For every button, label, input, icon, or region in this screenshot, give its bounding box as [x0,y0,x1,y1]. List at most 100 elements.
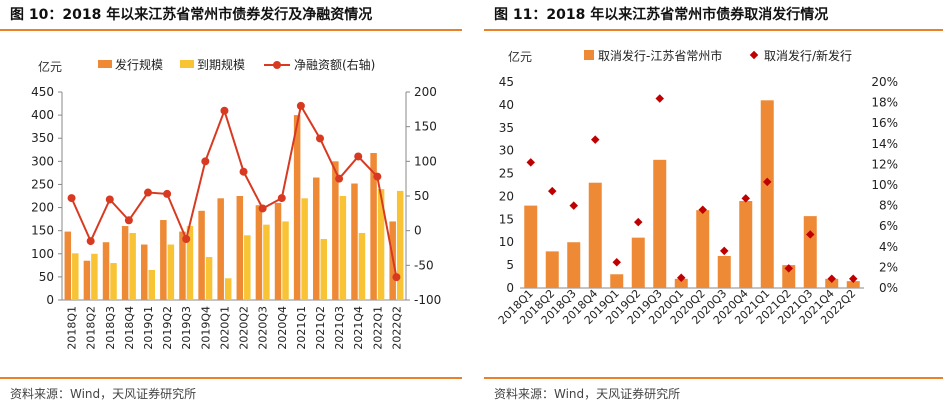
ratio-point [784,264,793,273]
net-financing-point [105,195,114,204]
left-source-note: 资料来源：Wind，天风证券研究所 [10,387,197,401]
bar-issue [293,115,301,300]
y-left-tick-label: 30 [499,144,514,158]
bar-maturity [301,198,308,300]
y-left-tick-label: 100 [31,247,54,261]
net-financing-point [220,106,229,115]
y-left-tick-label: 40 [499,98,514,112]
right-source-rule [484,377,943,379]
bar-issue [141,244,148,300]
y-right-tick-label: 100 [414,154,437,168]
x-tick-label: 2019Q2 [161,306,174,350]
bar-issue [198,210,205,300]
bar-issue [370,153,377,300]
bar-maturity [72,253,79,300]
bar-cancel [631,237,645,288]
y-left-tick-label: 10 [499,235,514,249]
bar-issue [179,231,186,300]
legend-label-ratio: 取消发行/新发行 [764,48,852,63]
left-figure-title: 图 10：2018 年以来江苏省常州市债券发行及净融资情况 [10,7,373,23]
bar-maturity [224,278,232,300]
bar-maturity [110,263,117,300]
legend-marker-ratio [749,50,759,60]
net-financing-point [124,216,133,225]
legend-label-issue: 发行规模 [115,57,163,72]
bar-issue [332,161,339,300]
y-right-tick-label: 2% [879,260,898,274]
y-left-tick-label: 350 [31,131,54,145]
y-right-tick-label: 50 [414,189,429,203]
bar-issue [255,205,263,300]
bar-maturity [339,196,347,300]
y-right-tick-label: -50 [414,258,434,272]
y-left-tick-label: 25 [499,167,514,181]
bar-cancel [717,255,731,288]
y-left-tick-label: 15 [499,212,514,226]
y-left-tick-label: 300 [31,154,54,168]
y-left-tick-label: 250 [31,177,54,191]
ratio-point [720,246,729,256]
net-financing-point [163,189,172,198]
left-title-rule [0,29,462,31]
left-y-unit: 亿元 [38,59,62,74]
left-chart: 亿元 发行规模 到期规模 净融资额(右轴) 0 50 100 150 200 250 300… [31,57,441,350]
bar-issue [160,220,167,300]
y-left-tick-label: 0 [506,281,514,295]
bar-issue [313,177,320,300]
y-right-tick-label: 14% [871,137,898,151]
bar-maturity [358,232,366,300]
ratio-point [548,186,557,196]
y-right-tick-label: 150 [414,120,437,134]
bar-cancel [588,182,602,288]
net-financing-point [86,237,95,246]
bar-maturity [167,244,175,300]
bar-cancel [674,278,688,288]
bar-cancel [760,100,774,288]
x-tick-label: 2019Q4 [199,306,212,350]
net-financing-point [392,273,401,282]
right-y-unit: 亿元 [508,49,532,64]
net-financing-point [373,172,382,181]
left-plot-area: 0 50 100 150 200 250 300 350 400 450 -100 -50 0 50 100… [31,85,441,350]
bar-issue [217,198,224,300]
bar-issue [236,196,244,300]
left-source-rule [0,377,462,379]
x-tick-label: 2022Q2 [390,306,403,350]
bar-issue [351,183,358,300]
ratio-point [677,273,686,282]
y-left-tick-label: 50 [39,270,54,284]
x-tick-label: 2021Q2 [314,306,327,350]
bar-cancel [846,281,860,288]
bar-cancel [610,274,624,288]
legend-swatch-issue [98,60,112,68]
x-tick-label: 2022Q1 [371,306,384,350]
bar-maturity [186,226,194,300]
x-tick-label: 2019Q3 [180,306,193,350]
x-tick-label: 2020Q2 [238,306,251,350]
y-right-tick-label: 18% [871,96,898,110]
y-left-tick-label: 5 [506,258,514,272]
y-right-tick-label: 8% [879,199,898,213]
y-left-tick-label: 150 [31,224,54,238]
y-right-tick-label: 12% [871,157,898,171]
ratio-point [655,94,664,103]
y-right-tick-label: -100 [414,293,441,307]
bar-cancel [524,205,538,288]
y-left-tick-label: 45 [499,75,514,89]
bar-cancel [567,242,581,288]
legend-swatch-maturity [180,60,194,68]
legend-label-maturity: 到期规模 [197,57,245,72]
x-tick-label: 2018Q3 [104,306,117,350]
bar-cancel [803,216,817,288]
right-source-note: 资料来源：Wind，天风证券研究所 [494,387,681,401]
x-tick-label: 2021Q3 [333,306,346,350]
net-financing-line [70,103,398,278]
right-plot-area: 0 5 10 15 20 25 30 35 40 45 0% 2% 4% 6% 8% 10% 12% 14% 16%… [496,75,898,327]
bar-maturity [244,235,251,300]
net-financing-point [296,101,305,110]
bar-cancel [545,251,559,288]
x-tick-label: 2018Q1 [66,306,79,350]
y-left-tick-label: 0 [46,293,54,307]
bar-issue [83,260,91,300]
net-financing-point [67,194,76,203]
